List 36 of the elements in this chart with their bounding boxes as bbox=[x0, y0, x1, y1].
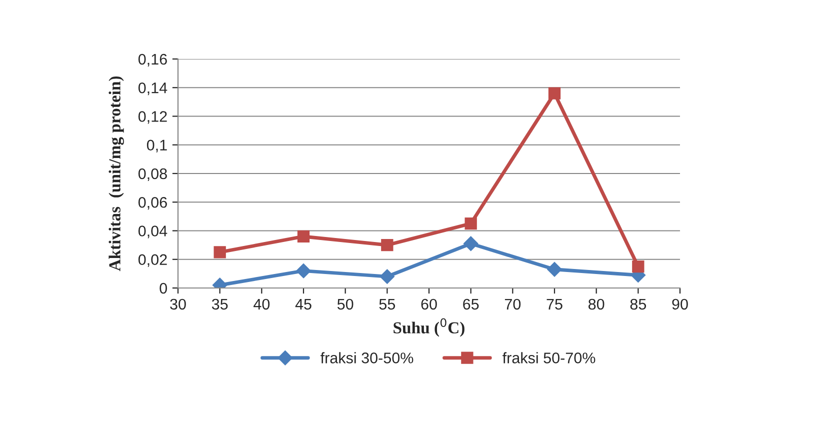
point bbox=[547, 262, 562, 277]
x-tick-label: 60 bbox=[421, 298, 437, 310]
point bbox=[464, 218, 477, 230]
x-tick-label: 90 bbox=[672, 298, 688, 310]
point bbox=[381, 238, 394, 252]
x-tick-label: 75 bbox=[546, 298, 562, 310]
legend-label: fraksi 30-50% bbox=[320, 352, 414, 364]
y-tick-label: 0,12 bbox=[138, 111, 167, 124]
y-tick-label: 0,04 bbox=[138, 226, 168, 238]
point bbox=[380, 269, 395, 284]
legend-label: fraksi 50-70% bbox=[502, 352, 596, 364]
x-tick-label: 50 bbox=[337, 298, 354, 310]
x-tick-label: 35 bbox=[212, 298, 228, 310]
y-tick-label: 0,14 bbox=[138, 82, 168, 96]
x-tick-label: 30 bbox=[170, 298, 186, 310]
x-tick-label: 80 bbox=[588, 298, 604, 310]
y-tick-label: 0 bbox=[160, 282, 167, 294]
x-tick-label: 85 bbox=[630, 298, 646, 310]
y-tick-label: 0,06 bbox=[138, 196, 167, 210]
x-tick-label: 40 bbox=[254, 298, 270, 310]
y-tick-label: 0,16 bbox=[138, 54, 167, 66]
x-tick-label: 55 bbox=[379, 298, 396, 310]
x-tick-label: 70 bbox=[504, 298, 521, 310]
point bbox=[632, 260, 644, 273]
x-tick-label: 45 bbox=[295, 298, 312, 310]
point bbox=[548, 87, 561, 100]
point bbox=[297, 230, 310, 243]
y-tick-label: 0,02 bbox=[138, 254, 167, 267]
y-tick-label: 0,08 bbox=[138, 168, 167, 181]
point bbox=[463, 236, 478, 252]
x-tick-label: 65 bbox=[463, 298, 479, 310]
x-axis-title: Suhu ($^{0}$C) bbox=[394, 318, 464, 337]
y-tick-label: 0,1 bbox=[146, 140, 167, 152]
y-axis-title: Aktivitas (unit/mg protein) bbox=[108, 76, 124, 272]
point bbox=[214, 246, 226, 258]
point bbox=[296, 263, 311, 278]
